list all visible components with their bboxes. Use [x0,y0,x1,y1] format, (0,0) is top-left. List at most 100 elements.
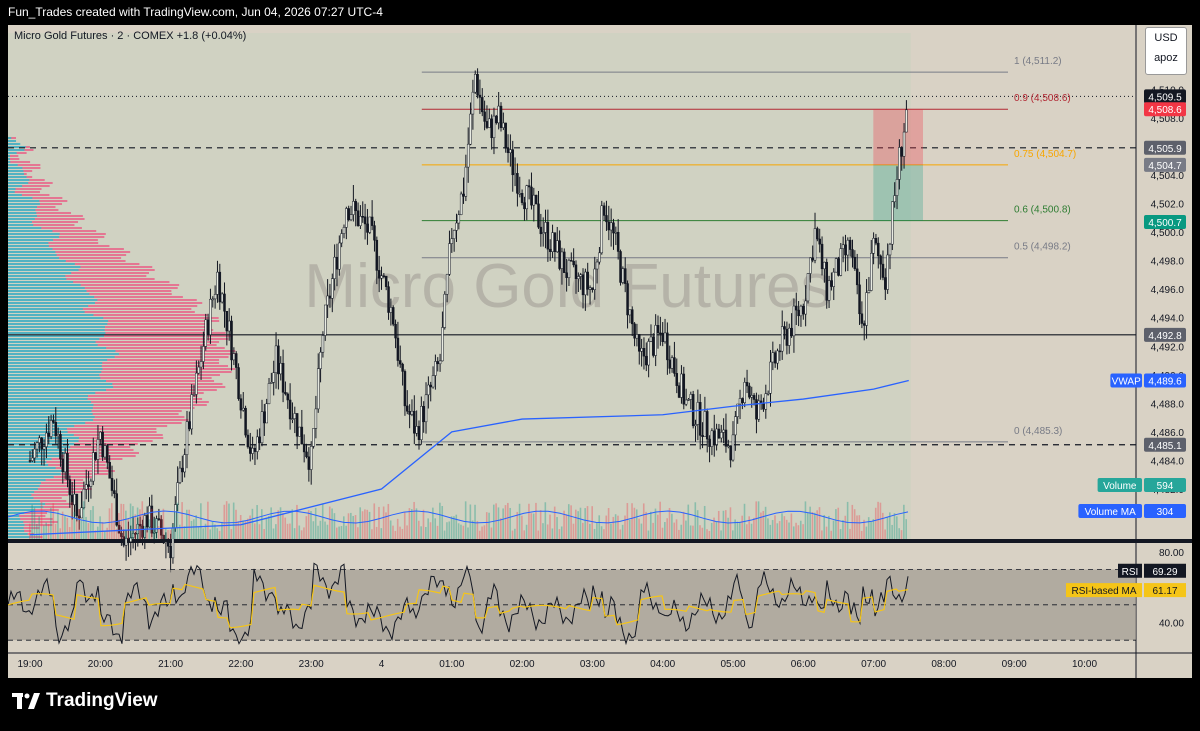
volume-bar [455,514,458,539]
volume-profile-bar [8,368,103,370]
fib-level-label: 0.5 (4,498.2) [1014,242,1071,253]
candle-body [895,179,899,196]
candle-body [680,373,683,398]
volume-bar [101,522,104,539]
candle-body [839,248,843,276]
candle-body [340,233,343,244]
candle-body [237,367,240,399]
volume-bar [319,520,322,539]
volume-bar [797,525,800,539]
volume-profile-bar [8,341,220,343]
candle-body [619,251,622,283]
volume-profile-bar [8,362,220,364]
volume-bar [347,513,350,539]
volume-bar [657,514,659,539]
volume-bar [553,506,556,539]
volume-profile-bar [8,329,214,331]
volume-profile-bar [8,335,104,337]
volume-profile-bar [8,320,220,322]
candle-body [457,214,461,224]
volume-bar [621,524,624,539]
candle-body [623,268,627,284]
candle-body [874,238,878,244]
candle-body [809,257,812,274]
candle-body [438,360,442,365]
volume-profile-bar [8,371,102,373]
volume-bar [870,521,872,539]
volume-bar [687,504,690,539]
currency-unit-box[interactable]: USD apoz [1145,27,1187,75]
candle-body [893,195,896,203]
candle-body [727,445,730,447]
volume-profile-bar [8,485,40,487]
volume-bar [333,513,336,539]
volume-profile-bar [8,197,63,199]
candle-body [846,239,850,256]
candle-body [652,336,655,356]
candle-body [902,131,906,157]
candle-body [499,105,503,128]
candle-body [891,201,894,245]
candle-body [703,411,707,437]
volume-bar [647,530,650,539]
volume-bar [518,503,521,539]
volume-profile-bar [8,227,82,229]
volume-bar [275,524,277,539]
candle-body [741,398,744,403]
volume-bar [361,511,364,539]
candle-body [595,261,599,270]
volume-bar [896,516,898,539]
candle-body [879,255,882,265]
volume-profile-bar [8,422,86,424]
volume-bar [453,516,455,539]
volume-bar [809,506,811,539]
candle-body [274,345,278,374]
candle-body [642,348,646,357]
volume-profile-bar [8,299,98,301]
candle-body [872,238,875,254]
candle-body [190,394,193,430]
volume-profile-bar [8,515,20,517]
candle-body [551,232,554,252]
volume-bar [403,511,406,539]
chart-frame[interactable]: Micro Gold Futures 1 (4,511.2) 0.9 (4,508.… [8,25,1192,678]
volume-profile-bar [8,503,46,505]
volume-profile-bar [8,518,53,520]
volume-bar [410,509,413,539]
volume-bar [720,530,722,539]
volume-bar [352,515,354,539]
volume-bar [350,512,352,539]
candle-body [865,292,868,326]
candle-body [436,361,439,365]
volume-bar [366,509,369,539]
volume-bar [755,501,758,539]
candle-body [127,537,130,542]
candle-body [197,366,200,374]
volume-profile-bar [8,401,209,403]
volume-bar [769,524,772,539]
volume-bar [525,524,528,539]
candle-body [427,384,430,396]
volume-profile-bar [8,263,75,265]
volume-bar [717,510,720,539]
candle-body [131,533,135,538]
volume-bar [118,512,120,539]
symbol-legend[interactable]: Micro Gold Futures · 2 · COMEX +1.8 (+0.… [14,30,247,42]
volume-bar [666,518,668,539]
volume-profile-bar [8,419,189,421]
volume-bar [783,516,786,539]
time-axis-tick: 04:00 [650,659,675,670]
volume-profile-bar [8,389,217,391]
candle-body [293,413,297,419]
volume-profile-bar [8,464,49,466]
volume-profile-bar [8,428,157,430]
volume-bar [80,520,83,539]
volume-profile-bar [8,521,24,523]
volume-profile-bar [8,374,220,376]
candle-body [534,194,538,205]
candle-body [206,319,210,335]
volume-profile-bar [8,374,100,376]
volume-bar [640,523,643,539]
candle-body [647,341,650,366]
